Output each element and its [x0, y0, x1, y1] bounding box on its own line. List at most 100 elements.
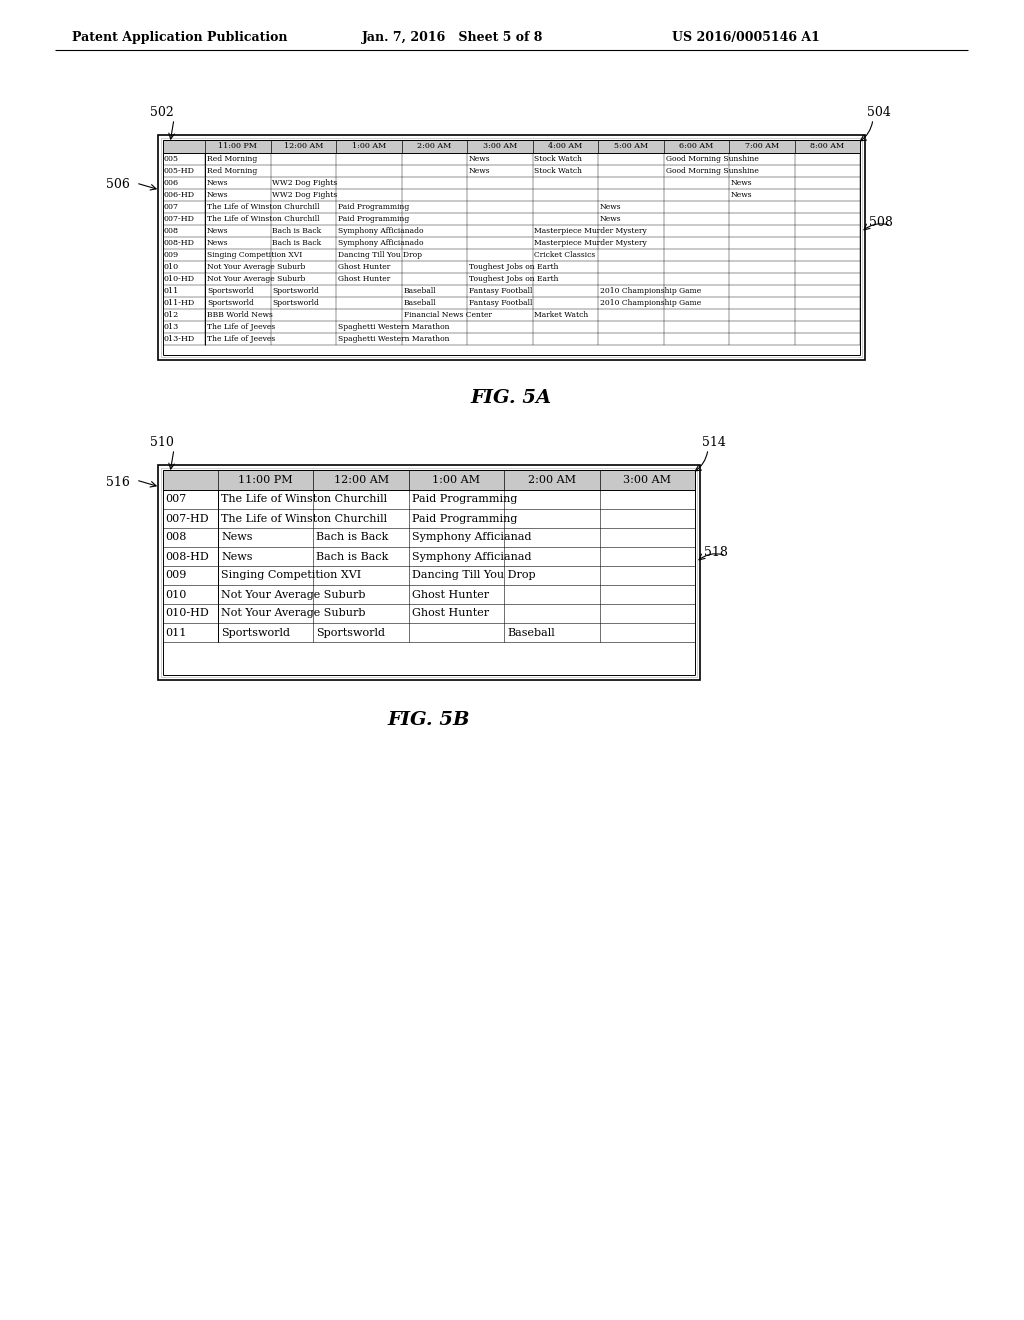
Text: Baseball: Baseball: [403, 300, 436, 308]
Text: Bach is Back: Bach is Back: [272, 227, 322, 235]
Text: News: News: [731, 191, 753, 199]
Text: Bach is Back: Bach is Back: [316, 532, 389, 543]
Text: 010: 010: [165, 590, 186, 599]
Text: 006-HD: 006-HD: [164, 191, 196, 199]
Text: 4:00 AM: 4:00 AM: [548, 143, 583, 150]
Text: Dancing Till You Drop: Dancing Till You Drop: [412, 570, 536, 581]
Text: Not Your Average Suburb: Not Your Average Suburb: [207, 275, 305, 282]
Text: 518: 518: [705, 546, 728, 558]
Text: Baseball: Baseball: [507, 627, 555, 638]
Text: Spaghetti Western Marathon: Spaghetti Western Marathon: [338, 335, 450, 343]
Text: Paid Programming: Paid Programming: [412, 513, 517, 524]
Text: 008-HD: 008-HD: [164, 239, 195, 247]
Text: 007: 007: [165, 495, 186, 504]
Text: 510: 510: [150, 437, 174, 450]
Text: 508: 508: [869, 216, 893, 228]
Text: Not Your Average Suburb: Not Your Average Suburb: [221, 590, 366, 599]
Text: Ghost Hunter: Ghost Hunter: [412, 609, 488, 619]
Text: BBB World News: BBB World News: [207, 312, 272, 319]
Text: News: News: [221, 552, 253, 561]
Text: The Life of Winston Churchill: The Life of Winston Churchill: [221, 513, 387, 524]
Text: Toughest Jobs on Earth: Toughest Jobs on Earth: [469, 263, 558, 271]
Text: News: News: [600, 215, 622, 223]
Text: Symphony Afficianad: Symphony Afficianad: [412, 532, 531, 543]
Text: Symphony Afficianad: Symphony Afficianad: [412, 552, 531, 561]
Text: Dancing Till You Drop: Dancing Till You Drop: [338, 251, 422, 259]
Text: News: News: [207, 180, 228, 187]
Text: News: News: [221, 532, 253, 543]
Text: 012: 012: [164, 312, 179, 319]
Text: News: News: [207, 227, 228, 235]
Text: 8:00 AM: 8:00 AM: [810, 143, 845, 150]
Text: Fantasy Football: Fantasy Football: [469, 300, 532, 308]
Text: Toughest Jobs on Earth: Toughest Jobs on Earth: [469, 275, 558, 282]
Text: 506: 506: [106, 178, 130, 191]
Bar: [161, 469, 697, 677]
Text: 1:00 AM: 1:00 AM: [432, 475, 480, 484]
Text: Masterpiece Murder Mystery: Masterpiece Murder Mystery: [535, 239, 647, 247]
Text: Jan. 7, 2016   Sheet 5 of 8: Jan. 7, 2016 Sheet 5 of 8: [362, 30, 544, 44]
Text: 514: 514: [702, 437, 726, 450]
Text: Sportsworld: Sportsworld: [316, 627, 385, 638]
Text: Sportsworld: Sportsworld: [272, 300, 319, 308]
Text: 3:00 AM: 3:00 AM: [624, 475, 672, 484]
Text: 007: 007: [164, 203, 179, 211]
Text: Sportsworld: Sportsworld: [207, 300, 254, 308]
Text: Masterpiece Murder Mystery: Masterpiece Murder Mystery: [535, 227, 647, 235]
Text: 013: 013: [164, 323, 179, 331]
Text: Good Morning Sunshine: Good Morning Sunshine: [666, 154, 759, 162]
Text: Bach is Back: Bach is Back: [272, 239, 322, 247]
Text: Good Morning Sunshine: Good Morning Sunshine: [666, 168, 759, 176]
Text: 502: 502: [150, 107, 174, 120]
Text: 2010 Championship Game: 2010 Championship Game: [600, 286, 701, 294]
Text: Symphony Afficianado: Symphony Afficianado: [338, 227, 424, 235]
Text: Ghost Hunter: Ghost Hunter: [338, 275, 390, 282]
Text: Stock Watch: Stock Watch: [535, 168, 583, 176]
Text: 12:00 AM: 12:00 AM: [334, 475, 389, 484]
Text: 008: 008: [164, 227, 179, 235]
Text: FIG. 5B: FIG. 5B: [388, 711, 470, 729]
Text: 011: 011: [164, 286, 179, 294]
Text: 6:00 AM: 6:00 AM: [679, 143, 714, 150]
Text: Sportsworld: Sportsworld: [207, 286, 254, 294]
Bar: [158, 465, 700, 680]
Text: News: News: [600, 203, 622, 211]
Text: Stock Watch: Stock Watch: [535, 154, 583, 162]
Text: Red Morning: Red Morning: [207, 168, 257, 176]
Bar: [161, 139, 862, 356]
Text: Singing Competition XVI: Singing Competition XVI: [207, 251, 302, 259]
Text: Bach is Back: Bach is Back: [316, 552, 389, 561]
Text: 008: 008: [165, 532, 186, 543]
Text: 013-HD: 013-HD: [164, 335, 196, 343]
Text: Baseball: Baseball: [403, 286, 436, 294]
Text: Sportsworld: Sportsworld: [272, 286, 319, 294]
Text: 11:00 PM: 11:00 PM: [218, 143, 257, 150]
Text: 7:00 AM: 7:00 AM: [744, 143, 779, 150]
Text: 011: 011: [165, 627, 186, 638]
Text: 007-HD: 007-HD: [165, 513, 209, 524]
Text: Spaghetti Western Marathon: Spaghetti Western Marathon: [338, 323, 450, 331]
Text: 006: 006: [164, 180, 179, 187]
Text: 011-HD: 011-HD: [164, 300, 196, 308]
Text: 2:00 AM: 2:00 AM: [528, 475, 575, 484]
Text: 005: 005: [164, 154, 179, 162]
Text: Ghost Hunter: Ghost Hunter: [338, 263, 390, 271]
Text: 010-HD: 010-HD: [165, 609, 209, 619]
Text: 010-HD: 010-HD: [164, 275, 196, 282]
Text: Paid Programming: Paid Programming: [338, 203, 410, 211]
Text: FIG. 5A: FIG. 5A: [471, 389, 552, 407]
Text: Not Your Average Suburb: Not Your Average Suburb: [221, 609, 366, 619]
Text: Paid Programming: Paid Programming: [338, 215, 410, 223]
Text: 2010 Championship Game: 2010 Championship Game: [600, 300, 701, 308]
Text: WW2 Dog Fights: WW2 Dog Fights: [272, 191, 338, 199]
Text: Red Morning: Red Morning: [207, 154, 257, 162]
Text: US 2016/0005146 A1: US 2016/0005146 A1: [672, 30, 820, 44]
Text: 5:00 AM: 5:00 AM: [613, 143, 648, 150]
Bar: [163, 140, 860, 153]
Text: Market Watch: Market Watch: [535, 312, 589, 319]
Text: The Life of Winston Churchill: The Life of Winston Churchill: [207, 215, 319, 223]
Text: Sportsworld: Sportsworld: [221, 627, 290, 638]
Text: 1:00 AM: 1:00 AM: [351, 143, 386, 150]
Bar: [158, 135, 865, 360]
Text: 3:00 AM: 3:00 AM: [482, 143, 517, 150]
